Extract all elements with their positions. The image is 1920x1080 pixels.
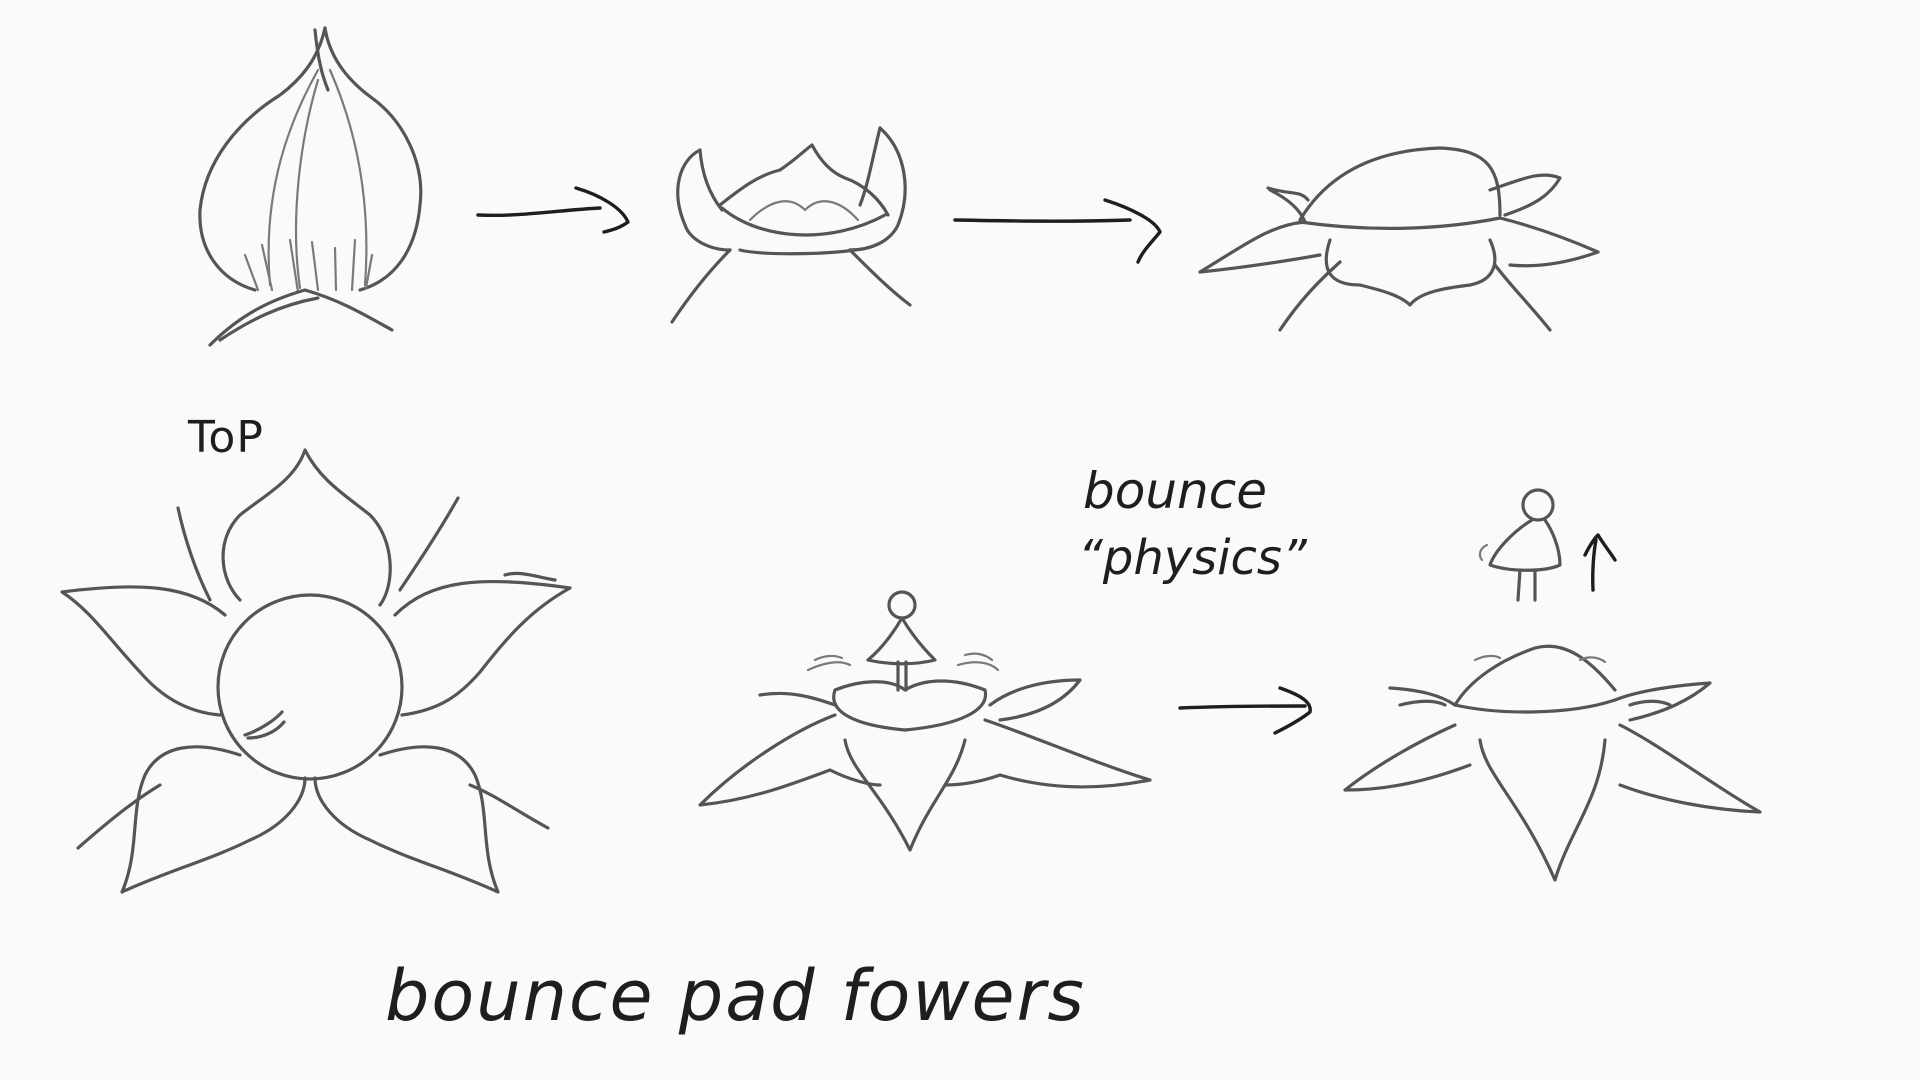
sketch-caption: bounce pad fowers xyxy=(385,955,1086,1037)
flower-pad-open xyxy=(1198,146,1600,332)
physics-label: “physics” xyxy=(1078,530,1307,586)
top-view-label: ToP xyxy=(188,412,264,463)
arrow-up-icon xyxy=(1583,533,1617,592)
bounce-label: bounce xyxy=(1083,462,1267,520)
flower-bud-closed xyxy=(198,26,423,347)
flower-top-view xyxy=(60,448,572,894)
flower-bud-opening xyxy=(670,126,912,324)
arrow-icon xyxy=(953,198,1162,264)
arrow-icon xyxy=(1178,686,1312,735)
flower-pad-pressed xyxy=(698,590,1152,852)
arrow-icon xyxy=(476,186,630,234)
flower-pad-released xyxy=(1343,488,1762,882)
